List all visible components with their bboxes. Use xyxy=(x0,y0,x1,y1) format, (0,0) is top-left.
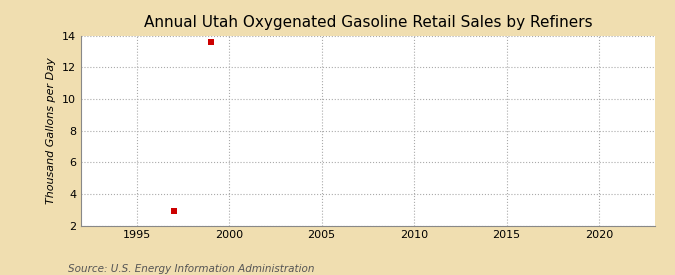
Y-axis label: Thousand Gallons per Day: Thousand Gallons per Day xyxy=(47,57,57,204)
Point xyxy=(205,40,216,44)
Text: Source: U.S. Energy Information Administration: Source: U.S. Energy Information Administ… xyxy=(68,264,314,274)
Title: Annual Utah Oxygenated Gasoline Retail Sales by Refiners: Annual Utah Oxygenated Gasoline Retail S… xyxy=(144,15,592,31)
Point xyxy=(168,209,179,213)
